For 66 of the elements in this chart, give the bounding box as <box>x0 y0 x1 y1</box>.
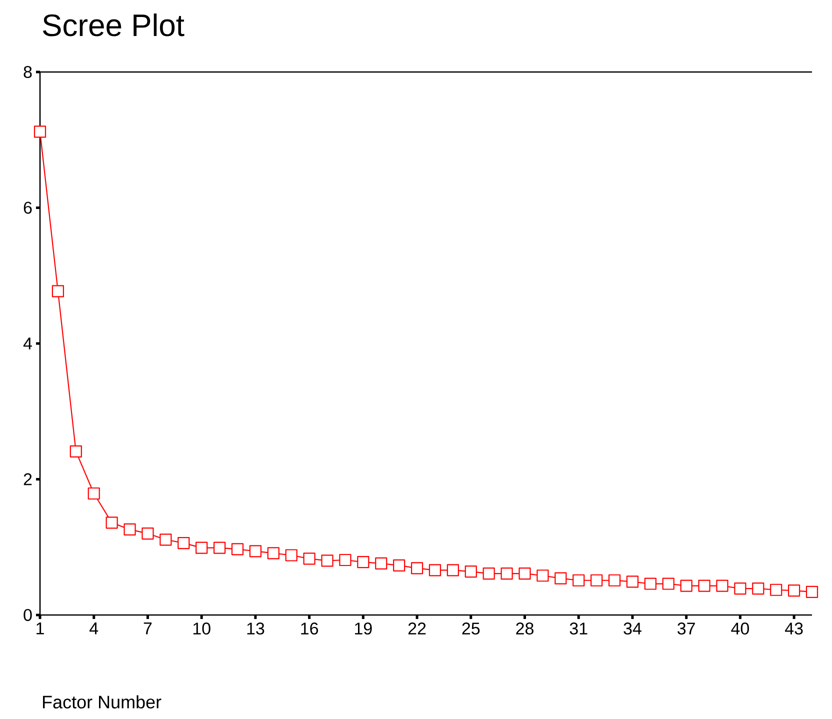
point <box>213 542 226 554</box>
x-tick-label: 25 <box>462 622 480 635</box>
point <box>249 545 262 558</box>
point <box>608 574 621 586</box>
point <box>662 578 674 590</box>
x-tick-label: 19 <box>355 622 372 635</box>
point <box>231 543 244 556</box>
point <box>303 552 316 565</box>
chart-title: Scree Plot <box>42 14 184 36</box>
y-tick-label: 8 <box>24 66 32 78</box>
x-tick-label: 31 <box>570 622 588 635</box>
point <box>339 554 352 566</box>
y-tick-label: 0 <box>24 608 32 622</box>
x-tick-label: 37 <box>678 622 695 635</box>
point <box>644 578 656 590</box>
x-tick-label: 40 <box>731 622 749 635</box>
point <box>160 534 172 546</box>
point <box>788 584 800 597</box>
point <box>375 557 388 570</box>
point <box>572 574 585 586</box>
point <box>106 516 118 529</box>
x-tick-label: 1 <box>36 622 44 634</box>
point <box>590 574 603 586</box>
point <box>34 126 46 138</box>
point <box>752 582 764 595</box>
x-tick-label: 7 <box>144 622 152 634</box>
point <box>267 547 280 560</box>
point <box>806 586 818 598</box>
x-tick-label: 43 <box>784 622 803 635</box>
x-tick-label: 34 <box>624 622 642 635</box>
point <box>734 582 746 595</box>
point <box>518 568 531 580</box>
point <box>626 576 639 588</box>
point <box>554 572 567 584</box>
x-tick-label: 22 <box>408 622 426 634</box>
point <box>393 559 406 572</box>
point <box>196 542 208 554</box>
point <box>716 580 728 592</box>
point <box>124 523 136 536</box>
point <box>410 562 424 574</box>
point <box>428 564 442 576</box>
point <box>770 584 782 596</box>
point <box>446 564 459 576</box>
point <box>88 487 100 500</box>
point <box>464 565 477 578</box>
point <box>52 285 64 298</box>
point <box>680 580 692 592</box>
point <box>70 445 82 458</box>
point <box>285 549 298 562</box>
x-tick-label: 4 <box>90 622 98 634</box>
point <box>500 568 513 580</box>
point <box>536 570 549 582</box>
y-tick-label: 6 <box>24 202 32 214</box>
x-tick-label: 16 <box>301 622 318 635</box>
x-tick-label: 13 <box>247 622 264 635</box>
point <box>482 568 495 580</box>
y-tick-label: 2 <box>24 473 32 486</box>
point <box>357 556 370 568</box>
y-tick-label: 4 <box>23 338 32 350</box>
point <box>321 554 334 567</box>
point <box>698 580 710 592</box>
point <box>178 536 190 550</box>
x-tick-label: 28 <box>516 622 534 635</box>
x-tick-label: 10 <box>193 622 210 635</box>
x-axis-title: Factor Number <box>43 695 162 708</box>
point <box>142 527 154 540</box>
